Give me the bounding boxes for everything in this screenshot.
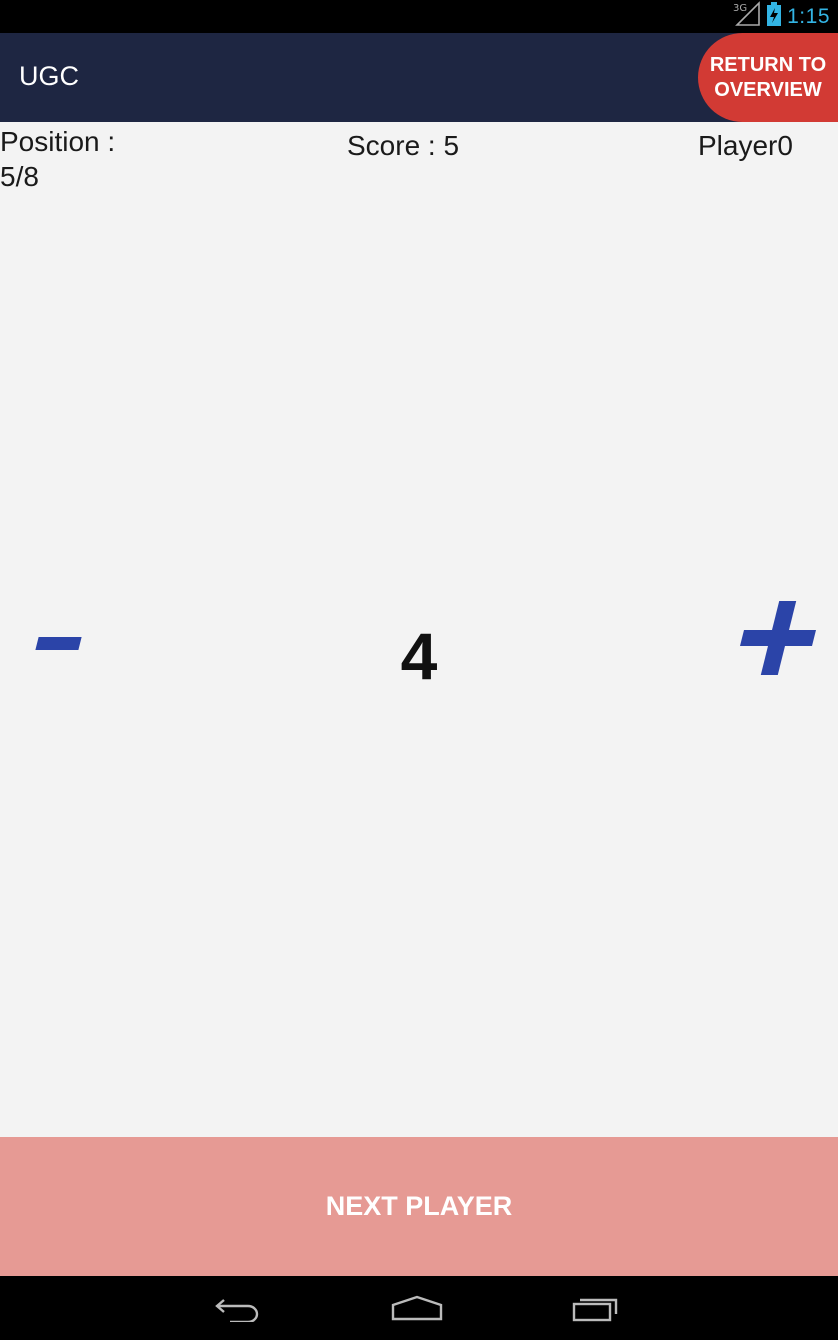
return-button-line2: OVERVIEW — [714, 78, 822, 101]
network-type-label: 3G — [733, 3, 747, 14]
app-bar: UGC RETURN TO OVERVIEW — [0, 33, 838, 122]
plus-icon[interactable] — [740, 601, 816, 675]
recents-icon[interactable] — [557, 1276, 637, 1340]
navigation-bar — [0, 1276, 838, 1340]
position-label: Position : — [0, 126, 116, 157]
next-player-button[interactable]: NEXT PLAYER — [0, 1137, 838, 1276]
app-title: UGC — [19, 61, 79, 91]
return-to-overview-button[interactable]: RETURN TO OVERVIEW — [698, 33, 838, 122]
counter-value: 4 — [400, 619, 438, 693]
return-button-line1: RETURN TO — [709, 53, 827, 76]
game-info-row: Position : 5/8 Score : 5 Player0 — [0, 122, 838, 202]
signal-icon: 3G — [733, 1, 761, 32]
status-icons: 3G 1:15 — [733, 0, 830, 33]
battery-icon — [767, 2, 782, 31]
player-name: Player0 — [698, 130, 793, 161]
position-value: 5/8 — [0, 161, 39, 192]
status-bar: 3G 1:15 — [0, 0, 838, 33]
home-icon[interactable] — [377, 1276, 457, 1340]
status-time: 1:15 — [787, 4, 830, 28]
plus-horizontal-bar — [740, 630, 816, 646]
score-label: Score : 5 — [347, 130, 460, 161]
back-icon[interactable] — [198, 1276, 278, 1340]
